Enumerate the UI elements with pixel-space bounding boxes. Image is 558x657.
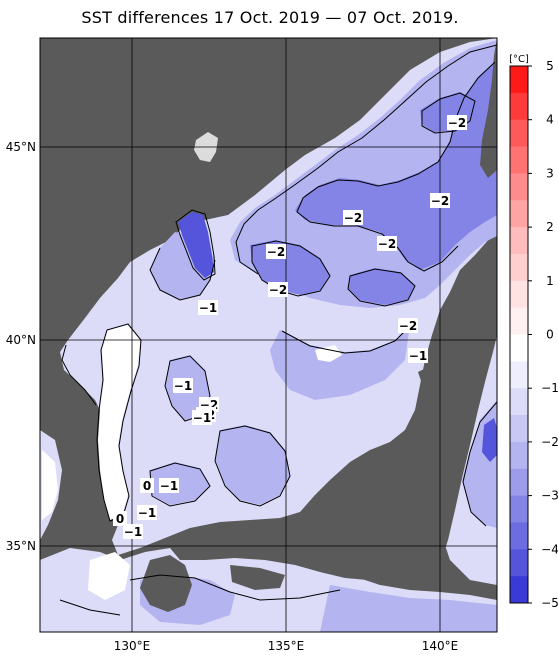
colorbar-segment [510, 146, 528, 174]
colorbar-segment [510, 119, 528, 148]
sado-island [418, 368, 430, 384]
zone-deep-vladivostok [178, 212, 214, 278]
colorbar-segment [510, 468, 528, 497]
contour-label: −2 [378, 237, 396, 251]
lat-label-35: 35°N [6, 539, 36, 553]
colorbar-tick-label: 3 [546, 166, 554, 180]
map-title: SST differences 17 Oct. 2019 — 07 Oct. 2… [81, 8, 459, 27]
contour-label: −1 [160, 479, 178, 493]
zone-deep-sanriku [482, 418, 497, 462]
contour-label: −1 [124, 525, 142, 539]
contour-label: −1 [199, 301, 217, 315]
contour-label: −1 [138, 506, 156, 520]
colorbar-segment [510, 388, 528, 416]
colorbar-tick-label: −2 [541, 435, 558, 449]
colorbar-segment [510, 441, 528, 470]
colorbar-segment [510, 576, 528, 604]
honshu [170, 238, 497, 580]
zone-zero-korea-coast [98, 325, 140, 520]
contour-label: −2 [448, 116, 466, 130]
contour-label: −2 [267, 245, 285, 259]
colorbar-segment [510, 280, 528, 309]
colorbar-tick-label: 5 [546, 59, 554, 73]
oki-island [298, 516, 310, 528]
colorbar-unit: [°C] [509, 54, 529, 65]
colorbar-tick-label: 2 [546, 220, 554, 234]
contour-label: −2 [344, 211, 362, 225]
colorbar-blocks [510, 66, 528, 604]
colorbar-segment [510, 200, 528, 228]
colorbar-segment [510, 173, 528, 201]
zone-zero-central-patch [315, 345, 342, 362]
lat-label-45: 45°N [6, 140, 36, 154]
zone-mid-tsushima [150, 462, 210, 505]
colorbar-tick-label: −5 [541, 596, 558, 610]
contour-label: −1 [409, 349, 427, 363]
colorbar-segment [510, 307, 528, 335]
colorbar-tick-label: 1 [546, 274, 554, 288]
contour-label: −1 [193, 411, 211, 425]
contour-label: −2 [399, 319, 417, 333]
colorbar-segment [510, 495, 528, 523]
colorbar-segment [510, 334, 528, 362]
colorbar-segment [510, 415, 528, 443]
zone-mid-pacific-south [320, 585, 497, 632]
colorbar-segment [510, 549, 528, 577]
shikoku [230, 565, 285, 590]
colorbar-tick-label: −3 [541, 489, 558, 503]
zone-mid-south [215, 425, 290, 505]
zone-zero-yellow-sea [42, 450, 58, 520]
contour-lines [59, 44, 497, 616]
contour-value-labels: −2 −2 −2 −2 −2 −2 −2 −1 −2 −1 −1 −2 −1 0… [113, 115, 467, 539]
lon-label-135: 135°E [268, 639, 305, 653]
colorbar-tick-label: 4 [546, 113, 554, 127]
lat-label-40: 40°N [6, 333, 36, 347]
colorbar: [°C] 5 4 3 2 1 0 −1 −2 −3 −4 −5 [509, 54, 558, 610]
colorbar-ticks: 5 4 3 2 1 0 −1 −2 −3 −4 −5 [528, 59, 558, 610]
contour-label: 0 [143, 479, 151, 493]
zone-zero-south [88, 552, 130, 600]
zone-dark-east [348, 268, 415, 305]
map-frame [39, 37, 498, 633]
contour-label: −2 [269, 283, 287, 297]
contour-label: −1 [174, 379, 192, 393]
colorbar-segment [510, 92, 528, 121]
colorbar-segment [510, 66, 528, 94]
colorbar-segment [510, 253, 528, 282]
colorbar-tick-label: −4 [541, 542, 558, 556]
colorbar-segment [510, 361, 528, 389]
colorbar-tick-label: −1 [541, 381, 558, 395]
lon-label-130: 130°E [114, 639, 151, 653]
colorbar-segment [510, 227, 528, 255]
colorbar-tick-label: 0 [546, 328, 554, 342]
lon-label-140: 140°E [422, 639, 459, 653]
contour-label: 0 [116, 512, 124, 526]
kyushu [140, 555, 192, 612]
contour-label: −2 [431, 194, 449, 208]
hokkaido [480, 38, 497, 178]
colorbar-segment [510, 522, 528, 550]
